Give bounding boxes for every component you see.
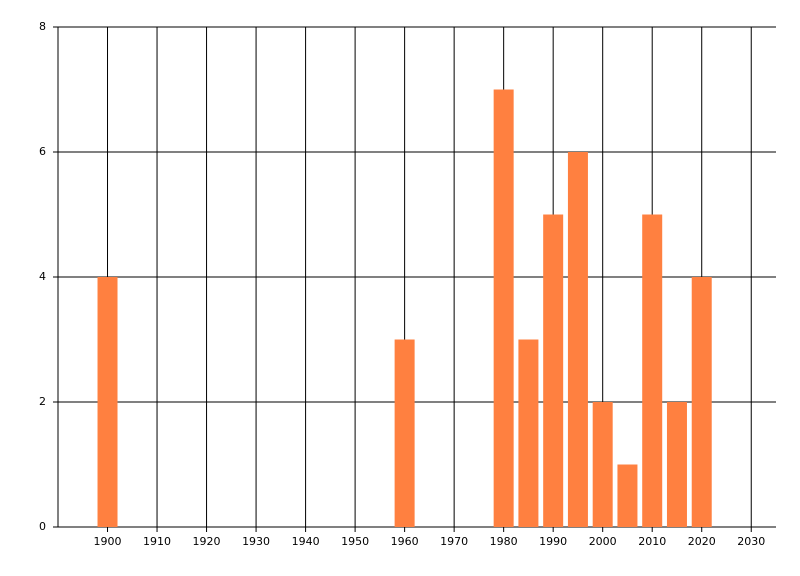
bar [617, 464, 638, 527]
bar [567, 152, 588, 527]
bar [666, 402, 687, 527]
y-tick-label: 6 [39, 145, 46, 158]
bar [543, 214, 564, 527]
x-tick-label: 2010 [638, 535, 666, 548]
bar [518, 339, 539, 527]
x-tick-label: 1910 [143, 535, 171, 548]
bar [592, 402, 613, 527]
x-tick-label: 2020 [688, 535, 716, 548]
x-tick-label: 1900 [94, 535, 122, 548]
bar [394, 339, 415, 527]
x-tick-label: 1920 [193, 535, 221, 548]
x-tick-label: 2000 [589, 535, 617, 548]
x-tick-label: 2030 [737, 535, 765, 548]
y-tick-label: 0 [39, 520, 46, 533]
bar [642, 214, 663, 527]
bar [97, 277, 118, 527]
x-tick-label: 1960 [391, 535, 419, 548]
x-tick-label: 1990 [539, 535, 567, 548]
x-tick-label: 1950 [341, 535, 369, 548]
x-tick-label: 1930 [242, 535, 270, 548]
y-tick-label: 2 [39, 395, 46, 408]
x-tick-label: 1980 [490, 535, 518, 548]
bar [691, 277, 712, 527]
x-tick-label: 1970 [440, 535, 468, 548]
y-tick-label: 8 [39, 20, 46, 33]
bar [493, 89, 514, 527]
x-tick-label: 1940 [292, 535, 320, 548]
y-tick-label: 4 [39, 270, 46, 283]
